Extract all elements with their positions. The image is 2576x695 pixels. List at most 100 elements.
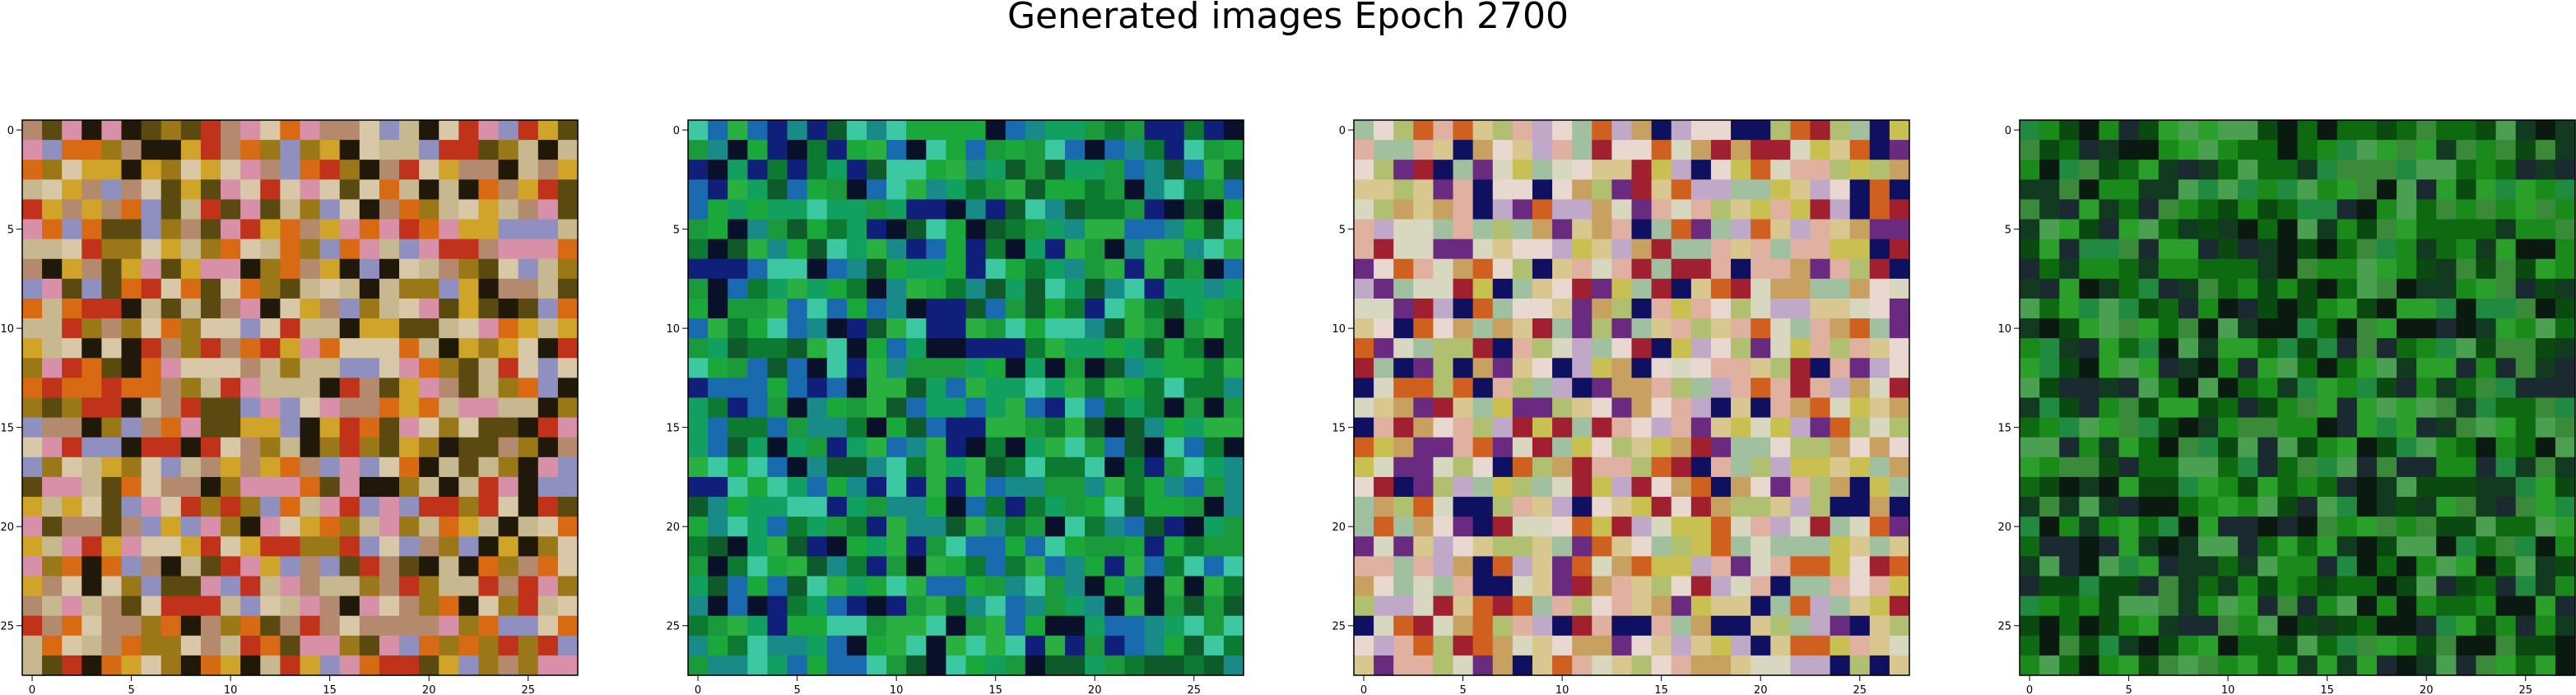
pixel-cell [379, 258, 400, 280]
pixel-cell [2218, 179, 2239, 201]
pixel-cell [2138, 576, 2160, 597]
pixel-cell [2337, 417, 2358, 438]
pixel-cell [2118, 338, 2140, 359]
pixel-cell [2197, 179, 2219, 201]
pixel-cell [478, 318, 500, 339]
pixel-cell [2337, 556, 2358, 577]
pixel-cell [2218, 437, 2239, 458]
pixel-cell [2079, 635, 2100, 656]
pixel-cell [518, 437, 539, 458]
pixel-cell [2118, 318, 2140, 339]
pixel-cell [2238, 160, 2258, 180]
pixel-cell [2436, 497, 2457, 517]
pixel-cell [2397, 476, 2417, 498]
pixel-cell [160, 278, 182, 299]
pixel-cell [359, 219, 380, 240]
pixel-cell [280, 476, 301, 498]
pixel-cell [62, 417, 82, 438]
pixel-cell [2178, 655, 2199, 676]
pixel-cell [2495, 140, 2517, 160]
pixel-cell [200, 497, 221, 517]
pixel-cell [260, 358, 281, 378]
pixel-cell [2337, 338, 2358, 359]
pixel-cell [200, 456, 221, 478]
pixel-cell [280, 298, 301, 319]
pixel-cell [2197, 536, 2219, 557]
pixel-cell [2158, 456, 2179, 478]
pixel-cell [2197, 576, 2219, 597]
pixel-cell [537, 476, 559, 498]
pixel-cell [160, 358, 182, 378]
pixel-cell [2079, 199, 2100, 220]
pixel-cell [439, 397, 459, 419]
pixel-cell [240, 278, 261, 299]
pixel-cell [2456, 378, 2477, 399]
pixel-cell [2515, 160, 2536, 180]
pixel-cell [101, 140, 123, 160]
pixel-cell [221, 338, 241, 359]
pixel-cell [2337, 437, 2358, 458]
pixel-cell [42, 476, 63, 498]
pixel-cell [2218, 417, 2239, 438]
pixel-cell [2178, 437, 2199, 458]
pixel-cell [101, 456, 123, 478]
pixel-cell [2515, 476, 2536, 498]
pixel-cell [200, 179, 221, 201]
pixel-cell [2397, 517, 2417, 537]
pixel-cell [2436, 635, 2457, 656]
pixel-cell [2257, 120, 2278, 141]
pixel-cell [22, 179, 43, 201]
pixel-cell [2515, 358, 2536, 378]
pixel-cell [2495, 120, 2517, 141]
pixel-cell [2456, 338, 2477, 359]
pixel-cell [2297, 179, 2318, 201]
pixel-cell [2020, 655, 2040, 676]
pixel-cell [2555, 278, 2576, 299]
pixel-cell [101, 239, 123, 260]
pixel-cell [518, 199, 539, 220]
pixel-cell [221, 497, 241, 517]
pixel-cell [2317, 318, 2338, 339]
pixel-cell [2535, 298, 2556, 319]
pixel-cell [2178, 199, 2199, 220]
pixel-cell [280, 318, 301, 339]
pixel-cell [2277, 239, 2299, 260]
pixel-cell [2257, 476, 2278, 498]
pixel-cell [160, 378, 182, 399]
pixel-cell [518, 278, 539, 299]
pixel-cell [458, 298, 480, 319]
pixel-cell [2238, 358, 2258, 378]
pixel-cell [300, 239, 321, 260]
pixel-cell [221, 476, 241, 498]
pixel-cell [2158, 397, 2179, 419]
pixel-cell [2535, 160, 2556, 180]
pixel-cell [141, 497, 162, 517]
pixel-cell [2535, 437, 2556, 458]
pixel-cell [180, 160, 202, 180]
pixel-cell [2535, 576, 2556, 597]
x-tick-label: 25 [2518, 684, 2532, 695]
pixel-cell [2397, 298, 2417, 319]
pixel-cell [2099, 140, 2120, 160]
pixel-cell [319, 378, 341, 399]
pixel-cell [2436, 318, 2457, 339]
pixel-cell [180, 417, 202, 438]
pixel-cell [300, 160, 321, 180]
pixel-cell [458, 140, 480, 160]
pixel-cell [2515, 318, 2536, 339]
pixel-cell [478, 140, 500, 160]
pixel-cell [2158, 120, 2179, 141]
pixel-cell [2020, 358, 2040, 378]
pixel-cell [439, 160, 459, 180]
pixel-cell [2297, 258, 2318, 280]
pixel-cell [2476, 536, 2497, 557]
pixel-cell [101, 318, 123, 339]
pixel-cell [121, 179, 142, 201]
pixel-cell [2020, 476, 2040, 498]
pixel-cell [339, 219, 360, 240]
pixel-cell [2456, 199, 2477, 220]
pixel-cell [2436, 160, 2457, 180]
pixel-cell [2099, 318, 2120, 339]
pixel-cell [2555, 378, 2576, 399]
pixel-cell [379, 497, 400, 517]
